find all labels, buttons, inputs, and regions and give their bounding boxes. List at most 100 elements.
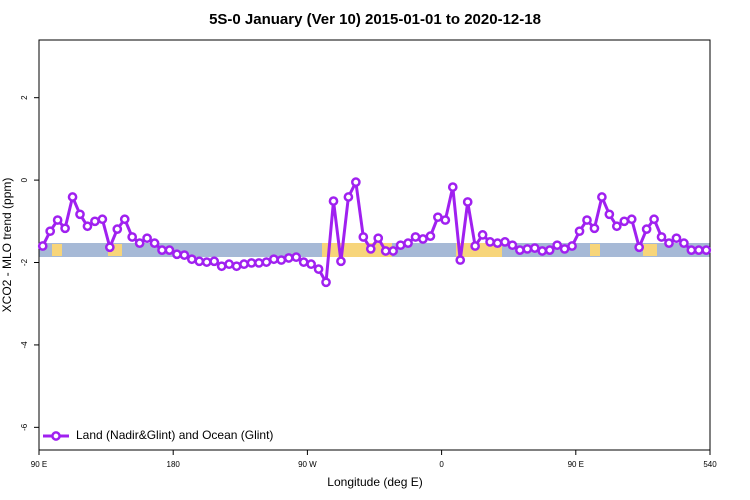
data-point <box>343 192 354 202</box>
data-point <box>104 242 115 253</box>
data-point <box>440 215 451 225</box>
data-point <box>201 257 212 267</box>
data-point <box>231 261 242 272</box>
x-tick-label: 90 E <box>31 460 47 469</box>
chart-title: 5S-0 January (Ver 10) 2015-01-01 to 2020… <box>209 11 541 28</box>
data-point <box>291 252 302 263</box>
data-point <box>686 245 697 256</box>
data-point <box>679 238 689 248</box>
data-point <box>373 233 384 244</box>
data-point <box>597 192 607 202</box>
data-point <box>97 214 108 225</box>
data-point <box>582 215 592 225</box>
data-point <box>321 277 331 288</box>
data-point <box>656 232 667 242</box>
x-axis-label: Longitude (deg E) <box>327 475 422 489</box>
data-point <box>537 246 548 256</box>
data-point <box>60 223 70 234</box>
data-point <box>209 256 220 267</box>
data-point <box>611 221 622 232</box>
x-tick-label: 180 <box>167 460 181 469</box>
y-tick-label: -2 <box>20 258 29 266</box>
data-point <box>500 237 510 247</box>
data-point <box>179 250 190 260</box>
data-point <box>403 238 413 248</box>
y-tick-label: -6 <box>20 423 29 431</box>
land-patch <box>643 244 657 256</box>
data-point <box>37 241 48 251</box>
data-point <box>641 224 652 234</box>
data-point <box>544 245 555 256</box>
data-point <box>388 246 398 256</box>
data-point <box>358 232 369 242</box>
data-point <box>351 177 361 188</box>
data-point <box>112 224 123 234</box>
data-point <box>246 258 257 268</box>
data-point <box>492 238 503 248</box>
data-point <box>269 254 279 265</box>
data-point <box>82 221 93 232</box>
data-point <box>567 241 577 251</box>
data-point <box>52 215 63 225</box>
x-tick-label: 540 <box>703 460 717 469</box>
data-point <box>455 255 466 265</box>
data-point <box>224 259 234 270</box>
data-point <box>127 232 138 242</box>
data-point <box>574 226 585 237</box>
data-point <box>507 240 518 251</box>
land-patch <box>52 244 62 256</box>
data-point <box>328 196 339 206</box>
data-point <box>45 226 56 237</box>
land-patch <box>590 244 600 256</box>
y-axis-label: XCO2 - MLO trend (ppm) <box>0 178 14 313</box>
data-point <box>283 253 294 263</box>
data-point <box>485 237 495 247</box>
y-tick-label: -4 <box>20 341 29 349</box>
data-point <box>216 261 227 272</box>
data-point <box>701 245 712 256</box>
data-point <box>194 256 205 267</box>
data-point <box>298 257 309 267</box>
data-point <box>433 212 443 223</box>
data-point <box>336 256 346 267</box>
data-point <box>522 244 533 254</box>
data-point <box>90 216 100 227</box>
data-point <box>634 242 645 253</box>
data-point <box>552 240 563 251</box>
data-point <box>395 240 406 251</box>
data-point <box>671 233 682 244</box>
data-point <box>313 264 324 274</box>
data-point <box>186 254 197 265</box>
data-point <box>157 245 167 256</box>
data-point <box>470 241 480 251</box>
data-point <box>67 192 78 202</box>
data-point <box>149 238 160 248</box>
data-point <box>410 232 421 242</box>
legend-marker <box>51 431 61 441</box>
data-point <box>276 255 287 265</box>
data-point <box>425 231 436 241</box>
data-point <box>664 238 674 248</box>
data-point <box>649 214 659 225</box>
data-point <box>447 182 458 192</box>
data-point <box>119 214 130 225</box>
data-point <box>75 209 85 220</box>
data-point <box>239 259 249 270</box>
data-point <box>261 257 272 267</box>
data-point <box>626 214 637 225</box>
x-tick-label: 90 E <box>568 460 584 469</box>
data-point <box>589 223 600 234</box>
legend-label: Land (Nadir&Glint) and Ocean (Glint) <box>76 428 273 442</box>
x-tick-label: 0 <box>439 460 444 469</box>
data-point <box>365 244 376 254</box>
data-point <box>515 245 525 256</box>
data-point <box>693 245 704 256</box>
data-point <box>172 249 182 260</box>
y-tick-label: 2 <box>20 95 29 100</box>
data-point <box>164 245 175 256</box>
x-tick-label: 90 W <box>298 460 317 469</box>
data-point <box>134 238 145 248</box>
data-point <box>604 209 615 220</box>
data-point <box>418 234 428 244</box>
